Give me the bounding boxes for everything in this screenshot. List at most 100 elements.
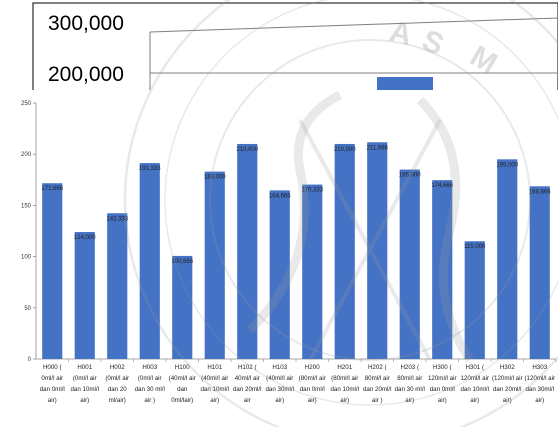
category-label: 40ml/l air — [235, 375, 260, 382]
category-label: H301 ( — [465, 364, 485, 371]
category-label: H100 — [175, 364, 190, 371]
category-label: air) — [275, 397, 284, 404]
category-label: H102 ( — [238, 364, 258, 371]
category-label: dan 30ml/l — [525, 386, 554, 393]
category-label: (0ml/l air — [105, 375, 129, 382]
background-y-tick-label: 200,000 — [48, 63, 124, 86]
background-chart: 300,000 200,000 — [32, 2, 558, 100]
category-label: H103 — [272, 364, 287, 371]
data-label: 211,666 — [367, 145, 389, 151]
data-label: 185,000 — [399, 173, 421, 179]
data-label: 174,666 — [431, 183, 453, 189]
category-label: dan 20ml/l — [363, 386, 392, 393]
category-label: air) — [535, 397, 544, 404]
category-label: dan 10ml/l — [460, 386, 489, 393]
category-label: 0ml/lair) — [171, 397, 193, 404]
data-label: 164,666 — [269, 193, 291, 199]
category-label: H302 — [500, 364, 515, 371]
y-tick-label: 150 — [21, 203, 32, 209]
category-label: (80ml/l air — [299, 375, 326, 382]
category-label: 80ml/l air — [397, 375, 422, 382]
category-label: H202 ( — [368, 364, 388, 371]
bar — [237, 143, 258, 359]
category-label: (0ml/l air — [73, 375, 97, 382]
category-label: (120ml/l air — [492, 375, 523, 382]
y-tick-label: 200 — [21, 152, 32, 158]
category-label: dan 10ml/l — [330, 386, 359, 393]
y-tick-label: 0 — [28, 357, 32, 363]
category-label: air) — [48, 397, 57, 404]
bar — [432, 180, 453, 359]
bar — [204, 171, 225, 359]
category-label: air — [244, 397, 251, 404]
bar — [302, 184, 323, 359]
y-tick-label: 50 — [24, 306, 31, 312]
category-label: dan 20 — [108, 386, 127, 393]
category-label: H201 — [337, 364, 352, 371]
category-label: H101 — [207, 364, 222, 371]
category-label: dan 30 ml/l — [395, 386, 425, 393]
data-label: 170,333 — [301, 188, 323, 194]
category-label: H001 — [77, 364, 92, 371]
bar — [269, 190, 290, 359]
data-label: 195,000 — [496, 162, 518, 168]
bar — [42, 183, 63, 359]
data-label: 171,666 — [41, 186, 63, 192]
category-label: 0ml/l air — [41, 375, 63, 382]
category-label: (0ml/l air — [138, 375, 162, 382]
data-label: 191,333 — [139, 166, 161, 172]
background-top-line — [149, 17, 558, 33]
category-label: air ) — [144, 397, 155, 404]
category-label: (120ml/l air — [524, 375, 555, 382]
data-label: 168,666 — [529, 189, 551, 195]
data-label: 100,666 — [171, 259, 193, 265]
category-label: H203 ( — [400, 364, 420, 371]
category-label: dan 0ml/l — [300, 386, 325, 393]
category-label: dan 30 ml/l — [135, 386, 165, 393]
category-label: dan 0ml/l — [430, 386, 455, 393]
bar — [334, 143, 355, 359]
category-label: H003 — [142, 364, 157, 371]
category-label: air) — [80, 397, 89, 404]
category-label: dan 20ml/l — [233, 386, 262, 393]
y-tick-label: 100 — [21, 255, 32, 261]
category-label: air) — [308, 397, 317, 404]
bar — [74, 232, 95, 359]
background-y-tick-label: 300,000 — [48, 12, 124, 35]
category-label: 80ml/l air — [365, 375, 390, 382]
category-label: air) — [405, 397, 414, 404]
category-label: air) — [503, 397, 512, 404]
category-label: ml/air) — [109, 397, 126, 404]
category-label: dan 10ml/l — [70, 386, 99, 393]
category-label: (40ml/l air — [169, 375, 196, 382]
category-label: dan 10ml/l — [200, 386, 229, 393]
category-label: air) — [470, 397, 479, 404]
bar — [367, 142, 388, 359]
category-label: dan 0ml/l — [40, 386, 65, 393]
bar — [399, 169, 420, 359]
category-label: air) — [340, 397, 349, 404]
category-label: dan 20ml/l — [493, 386, 522, 393]
data-label: 210,000 — [236, 147, 258, 153]
category-label: dan 30ml/l — [265, 386, 294, 393]
category-label: air ) — [372, 397, 383, 404]
bar — [172, 255, 193, 359]
bar — [529, 186, 550, 359]
data-label: 124,000 — [74, 235, 96, 241]
category-label: (80ml/l air — [331, 375, 358, 382]
category-label: dan — [177, 386, 188, 393]
data-label: 210,000 — [334, 147, 356, 153]
bar — [107, 213, 128, 359]
category-label: H000 ( — [43, 364, 63, 371]
bar — [139, 163, 160, 359]
category-label: H002 — [110, 364, 125, 371]
bar — [464, 241, 485, 359]
category-label: air) — [438, 397, 447, 404]
category-label: H200 — [305, 364, 320, 371]
data-label: 115,000 — [464, 244, 486, 250]
y-tick-label: 250 — [21, 101, 32, 107]
category-label: (40ml/l air — [266, 375, 293, 382]
data-label: 142,333 — [106, 216, 128, 222]
category-label: 120ml/l air — [460, 375, 489, 382]
bar-chart: 0 50 100 150 200 250 171,666 H000 ( 0ml/l air dan… — [0, 90, 558, 427]
